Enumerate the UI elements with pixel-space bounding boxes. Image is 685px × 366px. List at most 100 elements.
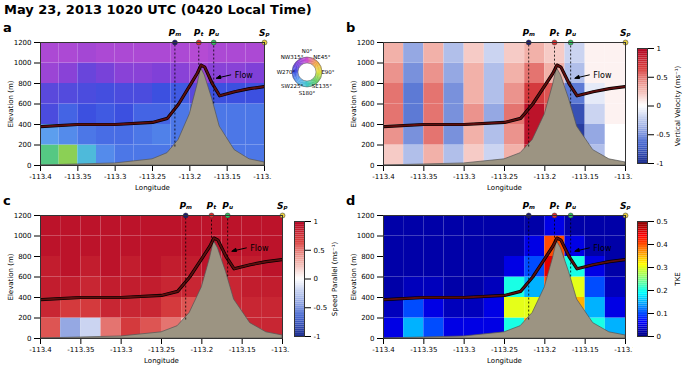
- svg-text:-113.35: -113.35: [410, 346, 437, 354]
- svg-text:-113.3: -113.3: [104, 173, 127, 181]
- svg-text:-113.2: -113.2: [534, 346, 557, 354]
- svg-text:800: 800: [18, 80, 31, 88]
- svg-text:N0°: N0°: [302, 48, 313, 54]
- svg-text:Elevation (m): Elevation (m): [350, 80, 358, 127]
- svg-text:Flow: Flow: [235, 71, 254, 80]
- svg-text:0.2: 0.2: [657, 287, 668, 295]
- svg-text:0.5: 0.5: [657, 218, 668, 226]
- svg-text:-113.4: -113.4: [372, 346, 395, 354]
- svg-text:200: 200: [18, 314, 31, 322]
- svg-text:-113.15: -113.15: [572, 346, 599, 354]
- svg-text:-113.4: -113.4: [372, 173, 395, 181]
- svg-text:0.5: 0.5: [314, 246, 325, 254]
- svg-text:200: 200: [361, 314, 374, 322]
- svg-text:0: 0: [370, 335, 374, 343]
- svg-text:0: 0: [370, 162, 374, 170]
- svg-text:0: 0: [27, 162, 31, 170]
- svg-text:600: 600: [18, 273, 31, 281]
- svg-text:600: 600: [18, 100, 31, 108]
- svg-text:0.3: 0.3: [657, 264, 668, 272]
- svg-text:-113.15: -113.15: [214, 173, 241, 181]
- svg-text:-0.5: -0.5: [657, 131, 671, 139]
- svg-text:W270°: W270°: [277, 69, 296, 75]
- svg-text:-113.1: -113.1: [271, 346, 290, 354]
- svg-text:-113.35: -113.35: [67, 346, 94, 354]
- svg-text:-113.3: -113.3: [453, 346, 476, 354]
- svg-text:Flow: Flow: [593, 71, 612, 80]
- svg-text:1000: 1000: [14, 232, 32, 240]
- svg-text:200: 200: [18, 141, 31, 149]
- svg-text:-113.15: -113.15: [572, 173, 599, 181]
- svg-text:Sₚ: Sₚ: [620, 201, 631, 211]
- svg-text:1000: 1000: [357, 59, 375, 67]
- svg-text:-113.3: -113.3: [453, 173, 476, 181]
- svg-text:Pᵤ: Pᵤ: [208, 28, 219, 38]
- svg-text:Vertical Velocity (ms⁻¹): Vertical Velocity (ms⁻¹): [674, 65, 682, 146]
- svg-text:400: 400: [361, 121, 374, 129]
- svg-text:Pₘ: Pₘ: [522, 28, 535, 38]
- svg-text:Longitude: Longitude: [144, 357, 179, 365]
- svg-text:800: 800: [18, 253, 31, 261]
- svg-text:Pₘ: Pₘ: [522, 201, 535, 211]
- svg-text:Flow: Flow: [593, 244, 612, 253]
- svg-text:Longitude: Longitude: [487, 184, 522, 192]
- svg-text:800: 800: [361, 253, 374, 261]
- svg-text:1: 1: [657, 45, 661, 53]
- svg-text:Elevation (m): Elevation (m): [7, 253, 15, 300]
- svg-text:-113.1: -113.1: [614, 346, 633, 354]
- svg-text:TKE: TKE: [674, 272, 682, 286]
- svg-text:600: 600: [361, 273, 374, 281]
- svg-text:Pᵤ: Pᵤ: [565, 201, 576, 211]
- svg-text:-113.35: -113.35: [410, 173, 437, 181]
- svg-text:-113.25: -113.25: [139, 173, 166, 181]
- svg-text:-113.4: -113.4: [29, 346, 52, 354]
- svg-text:SW225°: SW225°: [281, 83, 303, 89]
- svg-text:SE135°: SE135°: [312, 83, 332, 89]
- svg-text:-113.1: -113.1: [253, 173, 272, 181]
- svg-text:Pᵤ: Pᵤ: [222, 201, 233, 211]
- svg-text:-113.35: -113.35: [64, 173, 91, 181]
- svg-text:Longitude: Longitude: [487, 357, 522, 365]
- svg-text:400: 400: [18, 294, 31, 302]
- svg-text:NE45°: NE45°: [313, 54, 331, 60]
- svg-text:-113.25: -113.25: [491, 173, 518, 181]
- svg-text:Pₜ: Pₜ: [206, 201, 217, 211]
- svg-text:Sₚ: Sₚ: [620, 28, 631, 38]
- svg-text:Pᵤ: Pᵤ: [565, 28, 576, 38]
- svg-text:NW315°: NW315°: [281, 54, 304, 60]
- svg-text:1200: 1200: [14, 212, 32, 220]
- svg-text:600: 600: [361, 100, 374, 108]
- svg-text:0.5: 0.5: [657, 73, 668, 81]
- svg-text:1200: 1200: [357, 39, 375, 47]
- svg-text:-113.4: -113.4: [29, 173, 52, 181]
- svg-text:800: 800: [361, 80, 374, 88]
- svg-text:-1: -1: [657, 160, 664, 168]
- svg-text:Pₜ: Pₜ: [194, 28, 205, 38]
- svg-text:-113.25: -113.25: [491, 346, 518, 354]
- svg-text:-113.2: -113.2: [191, 346, 214, 354]
- svg-text:Speed Parallel (ms⁻¹): Speed Parallel (ms⁻¹): [331, 242, 339, 317]
- svg-text:1200: 1200: [14, 39, 32, 47]
- svg-text:1: 1: [314, 218, 318, 226]
- svg-text:0: 0: [314, 275, 318, 283]
- svg-text:-113.2: -113.2: [534, 173, 557, 181]
- svg-text:-113.1: -113.1: [614, 173, 633, 181]
- svg-text:1200: 1200: [357, 212, 375, 220]
- svg-text:Pₜ: Pₜ: [549, 201, 560, 211]
- svg-text:-0.5: -0.5: [314, 304, 328, 312]
- svg-text:-113.25: -113.25: [148, 346, 175, 354]
- svg-text:S180°: S180°: [299, 90, 316, 96]
- svg-text:400: 400: [18, 121, 31, 129]
- svg-text:-113.15: -113.15: [229, 346, 256, 354]
- svg-text:Sₚ: Sₚ: [277, 201, 288, 211]
- svg-text:Pₘ: Pₘ: [179, 201, 192, 211]
- svg-text:1000: 1000: [357, 232, 375, 240]
- svg-text:Elevation (m): Elevation (m): [350, 253, 358, 300]
- svg-text:-113.2: -113.2: [179, 173, 202, 181]
- svg-text:400: 400: [361, 294, 374, 302]
- svg-text:0: 0: [27, 335, 31, 343]
- svg-text:Flow: Flow: [250, 244, 269, 253]
- svg-text:0.1: 0.1: [657, 310, 668, 318]
- svg-text:Longitude: Longitude: [135, 184, 170, 192]
- svg-text:Sₚ: Sₚ: [259, 28, 270, 38]
